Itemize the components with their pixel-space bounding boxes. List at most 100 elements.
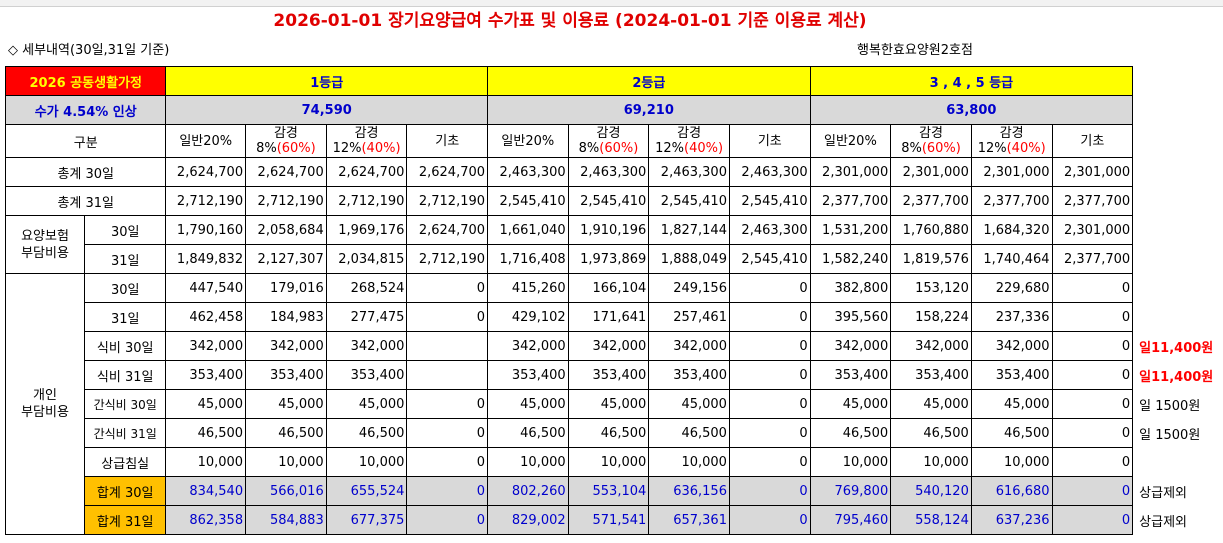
table-cell: 237,336 [970, 302, 1053, 332]
col-basic-header: 기초 [728, 124, 811, 158]
table-cell: 0 [1051, 389, 1134, 419]
table-cell: 353,400 [567, 360, 650, 390]
table-cell: 153,120 [890, 273, 972, 303]
detail-subtitle: ◇ 세부내역(30일,31일 기준) [8, 43, 170, 58]
table-cell: 353,400 [890, 360, 972, 390]
table-cell: 0 [1051, 302, 1134, 332]
table-cell: 2,377,700 [1051, 186, 1134, 216]
table-row: 식비 31일 353,400 353,400 353,400 353,400 353,4… [6, 360, 1223, 390]
table-cell: 10,000 [648, 447, 730, 477]
table-cell: 46,500 [970, 418, 1053, 448]
table-cell: 10,000 [809, 447, 892, 477]
table-cell: 447,540 [165, 273, 247, 303]
table-cell: 2,712,190 [245, 186, 327, 216]
table-cell: 0 [728, 418, 811, 448]
table-cell: 46,500 [165, 418, 247, 448]
col-reduced-label: 감경 [999, 126, 1024, 141]
table-cell: 829,002 [487, 505, 569, 535]
table-cell: 353,400 [245, 360, 327, 390]
table-cell: 158,224 [890, 302, 972, 332]
col-rate-percent: (60%) [276, 141, 316, 156]
row-label: 식비 30일 [83, 331, 167, 361]
table-cell: 1,531,200 [809, 215, 892, 245]
table-cell: 2,301,000 [809, 157, 892, 187]
grade-2-price: 69,210 [487, 95, 811, 125]
table-cell: 353,400 [970, 360, 1053, 390]
table-cell: 1,849,832 [165, 244, 247, 274]
table-cell [406, 360, 489, 390]
table-cell: 655,524 [325, 476, 408, 506]
table-cell: 249,156 [648, 273, 730, 303]
table-row: 합계 30일 834,540 566,016 655,524 0 802,260 553,… [6, 476, 1223, 506]
row-note: 일11,400원 [1139, 369, 1214, 385]
table-cell: 1,716,408 [487, 244, 569, 274]
table-cell: 45,000 [325, 389, 408, 419]
table-cell: 2,463,300 [567, 157, 650, 187]
table-cell: 342,000 [567, 331, 650, 361]
table-cell: 2,712,190 [325, 186, 408, 216]
table-cell: 342,000 [890, 331, 972, 361]
table-cell: 2,377,700 [890, 186, 972, 216]
table-cell: 1,973,869 [567, 244, 650, 274]
table-cell: 0 [406, 273, 489, 303]
table-cell: 342,000 [325, 331, 408, 361]
col-reduced-label: 감경 [354, 126, 379, 141]
table-cell: 0 [1051, 360, 1134, 390]
table-cell: 2,377,700 [1051, 244, 1134, 274]
col-reduced-label: 감경 [919, 126, 943, 141]
table-cell: 10,000 [245, 447, 327, 477]
table-cell: 540,120 [890, 476, 972, 506]
col-rate-percent: (60%) [599, 141, 639, 156]
table-cell: 45,000 [890, 389, 972, 419]
table-cell: 0 [1051, 447, 1134, 477]
col-general-header: 일반20% [809, 124, 892, 158]
ltc-insurance-label-1: 요양보험 [21, 228, 69, 244]
facility-type-label: 2026 공동생활가정 [4, 66, 167, 96]
table-cell: 342,000 [648, 331, 730, 361]
table-cell: 2,377,700 [970, 186, 1053, 216]
table-cell: 0 [728, 447, 811, 477]
row-label: 식비 31일 [83, 360, 167, 390]
col-general-header: 일반20% [487, 124, 569, 158]
page-title: 2026-01-01 장기요양급여 수가표 및 이용료 (2024-01-01 … [273, 11, 867, 31]
table-cell: 0 [406, 389, 489, 419]
table-cell: 0 [728, 331, 811, 361]
personal-label-2: 부담비용 [21, 405, 69, 420]
table-cell: 46,500 [890, 418, 972, 448]
row-note: 일 1500원 [1139, 427, 1201, 443]
row-label: 간식비 30일 [83, 389, 167, 419]
row-label: 상급침실 [83, 447, 167, 477]
table-cell: 342,000 [809, 331, 892, 361]
table-cell: 2,712,190 [406, 244, 489, 274]
table-cell: 2,545,410 [567, 186, 650, 216]
col-reduced-label: 감경 [677, 126, 702, 141]
row-label: 31일 [83, 302, 167, 332]
table-cell: 10,000 [325, 447, 408, 477]
col-reduced-8-header: 감경 8%(60%) [245, 124, 327, 158]
table-cell: 0 [406, 505, 489, 535]
table-cell: 184,983 [245, 302, 327, 332]
table-cell: 45,000 [245, 389, 327, 419]
row-note: 일 1500원 [1139, 398, 1201, 414]
table-cell: 2,301,000 [1051, 157, 1134, 187]
table-row: 총계 31일 2,712,190 2,712,190 2,712,190 2,712,… [4, 186, 1223, 216]
table-cell: 1,888,049 [648, 244, 730, 274]
table-cell: 2,463,300 [728, 215, 811, 245]
col-reduced-12-header: 감경 12%(40%) [325, 124, 408, 158]
table-row: 상급침실 10,000 10,000 10,000 0 10,000 10,000 10,0… [6, 447, 1223, 477]
table-cell: 795,460 [809, 505, 892, 535]
table-cell: 0 [728, 360, 811, 390]
col-basic-header: 기초 [406, 124, 489, 158]
table-row: 합계 31일 862,358 584,883 677,375 0 829,002 571,… [6, 505, 1223, 535]
table-cell: 229,680 [970, 273, 1053, 303]
table-cell: 566,016 [245, 476, 327, 506]
col-rate-percent: (40%) [361, 141, 401, 156]
table-cell: 677,375 [325, 505, 408, 535]
table-cell: 2,624,700 [406, 215, 489, 245]
col-general-header: 일반20% [165, 124, 247, 158]
sheet-column-header-strip [0, 0, 1223, 7]
table-cell: 0 [1051, 331, 1134, 361]
row-label: 30일 [83, 215, 167, 245]
table-cell: 2,624,700 [165, 157, 247, 187]
table-cell: 2,545,410 [648, 186, 730, 216]
